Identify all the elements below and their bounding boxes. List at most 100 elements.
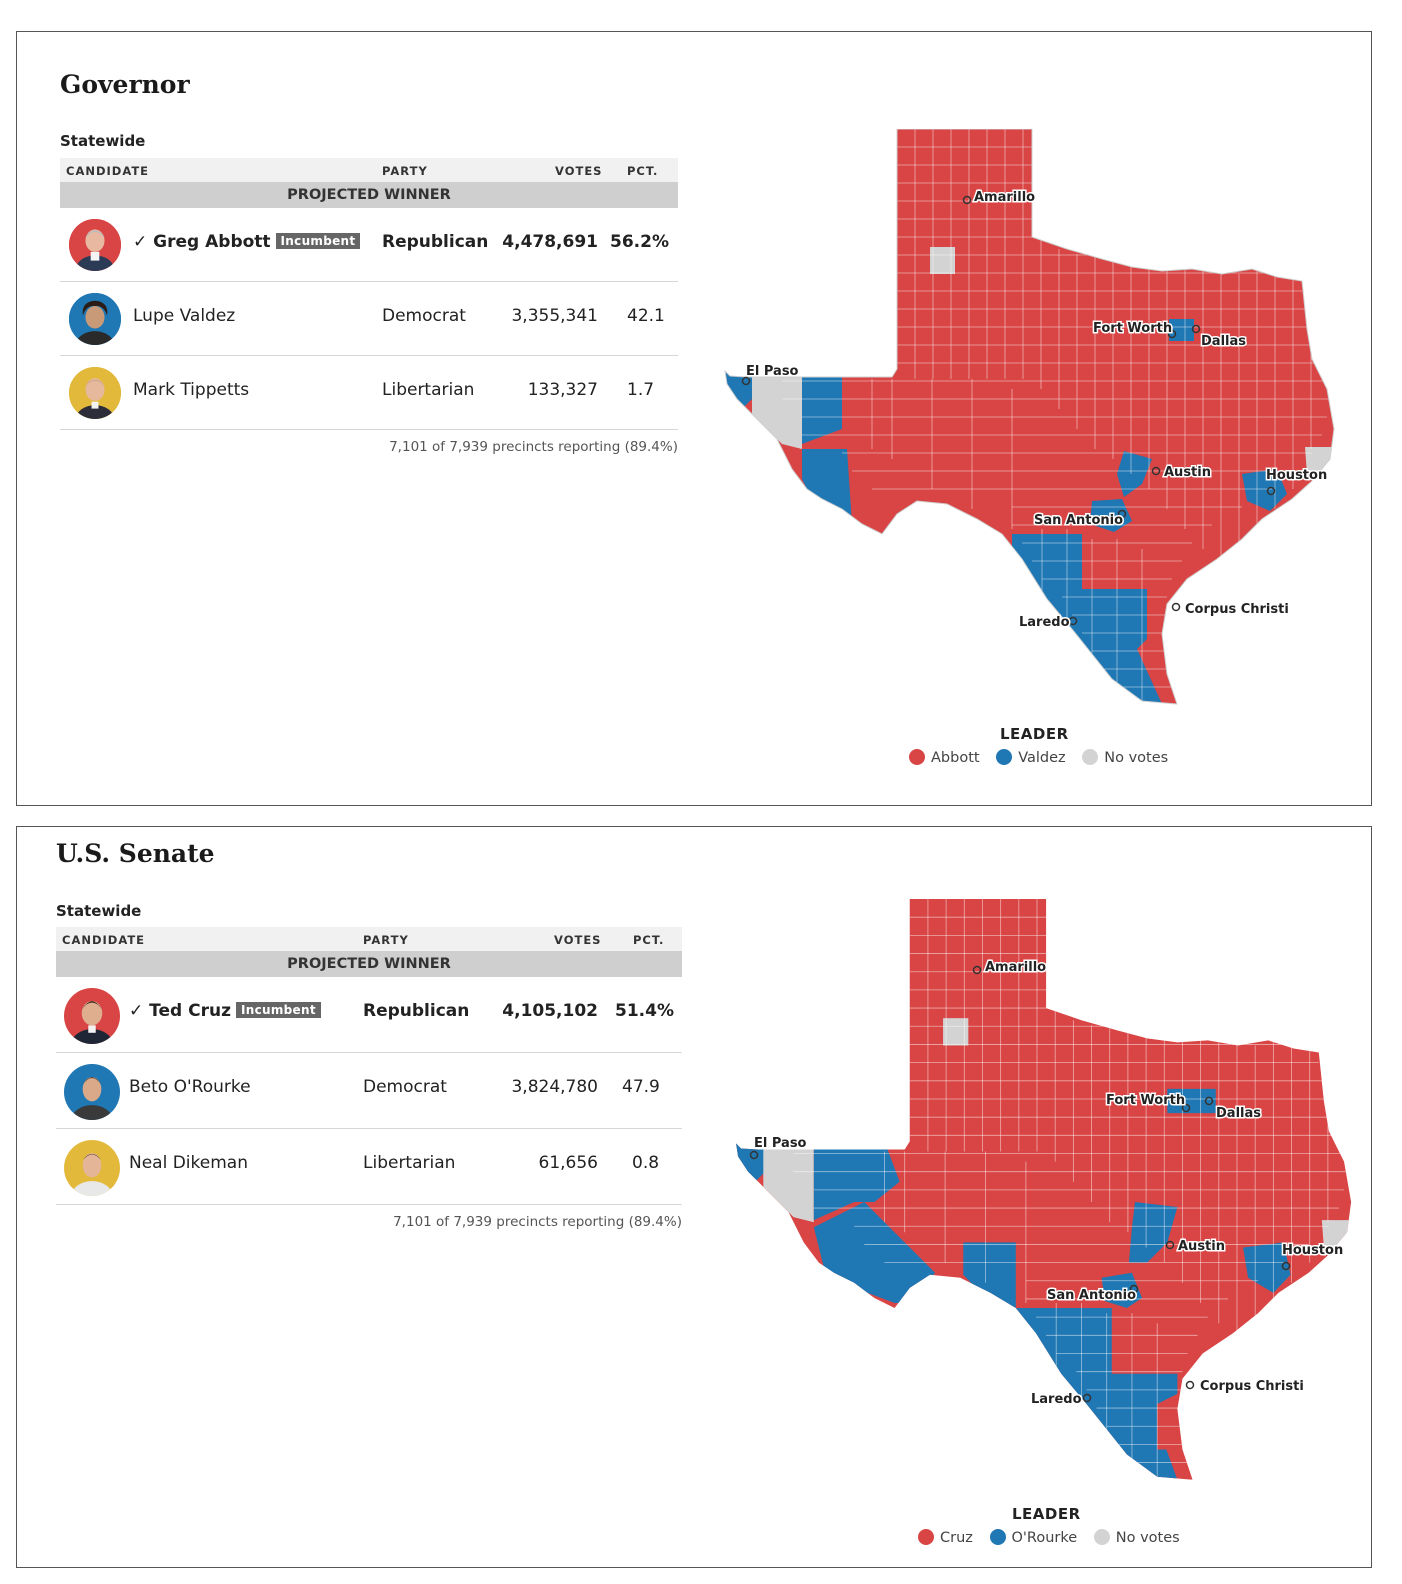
person-photo-icon bbox=[69, 219, 121, 271]
legend-item: Valdez bbox=[996, 749, 1066, 766]
candidate-party: Libertarian bbox=[363, 1153, 456, 1173]
candidate-party: Democrat bbox=[382, 306, 466, 326]
candidate-pct: 51.4% bbox=[615, 1001, 674, 1021]
header-candidate: CANDIDATE bbox=[66, 164, 150, 178]
projected-winner-bar: PROJECTED WINNER bbox=[56, 951, 682, 977]
candidate-row[interactable]: Mark Tippetts Libertarian 133,327 1.7 bbox=[60, 356, 678, 430]
county-map: Amarillo Fort Worth Dallas El Paso Austi… bbox=[724, 129, 1335, 705]
results-table: CANDIDATE PARTY VOTES PCT. PROJECTED WIN… bbox=[56, 927, 682, 1230]
city-marker bbox=[1167, 329, 1177, 339]
legend-item: O'Rourke bbox=[989, 1529, 1077, 1546]
header-pct: PCT. bbox=[627, 164, 659, 178]
city-label-amarillo: Amarillo bbox=[985, 960, 1046, 975]
city-label-corpus-christi: Corpus Christi bbox=[1200, 1379, 1304, 1394]
legend-swatch bbox=[1082, 749, 1099, 765]
candidate-party: Democrat bbox=[363, 1077, 447, 1097]
county-region-democrat bbox=[802, 449, 852, 524]
legend-swatch bbox=[909, 749, 925, 765]
candidate-pct: 0.8 bbox=[632, 1153, 660, 1173]
city-marker bbox=[1266, 486, 1276, 496]
candidate-avatar bbox=[61, 1061, 123, 1123]
candidate-pct: 56.2% bbox=[610, 232, 669, 252]
city-label-laredo: Laredo bbox=[1031, 1392, 1082, 1407]
county-region-democrat bbox=[1012, 534, 1162, 704]
precincts-reporting: 7,101 of 7,939 precincts reporting (89.4… bbox=[393, 1214, 682, 1230]
city-label-dallas: Dallas bbox=[1216, 1106, 1261, 1121]
legend-item: Cruz bbox=[918, 1529, 973, 1546]
county-region-democrat bbox=[1128, 1202, 1178, 1263]
county-map: Amarillo Fort Worth Dallas El Paso Austi… bbox=[736, 899, 1352, 1480]
projected-winner-bar: PROJECTED WINNER bbox=[60, 182, 678, 208]
city-marker bbox=[1191, 324, 1201, 334]
incumbent-badge: Incumbent bbox=[275, 233, 361, 249]
candidate-row[interactable]: Neal Dikeman Libertarian 61,656 0.8 bbox=[56, 1129, 682, 1205]
city-label-fort-worth: Fort Worth bbox=[1106, 1093, 1185, 1108]
candidate-party: Libertarian bbox=[382, 380, 475, 400]
candidate-row[interactable]: ✓ Greg Abbott Incumbent Republican 4,478,… bbox=[60, 208, 678, 282]
candidate-avatar bbox=[66, 290, 124, 348]
county-region-democrat bbox=[1242, 469, 1287, 511]
candidate-avatar bbox=[61, 1137, 123, 1199]
city-marker bbox=[749, 1150, 759, 1160]
city-marker bbox=[1171, 602, 1181, 612]
candidate-row[interactable]: ✓ Ted Cruz Incumbent Republican 4,105,102… bbox=[56, 977, 682, 1053]
city-label-laredo: Laredo bbox=[1019, 615, 1070, 630]
city-label-austin: Austin bbox=[1164, 465, 1211, 480]
candidate-name: ✓ Ted Cruz Incumbent bbox=[129, 1001, 321, 1021]
candidate-avatar bbox=[66, 364, 124, 422]
legend-swatch bbox=[918, 1529, 934, 1545]
county-region-novotes bbox=[763, 1141, 814, 1223]
map-legend: Cruz O'Rourke No votes bbox=[918, 1529, 1192, 1546]
city-marker bbox=[1181, 1103, 1191, 1113]
person-photo-icon bbox=[64, 1064, 120, 1120]
city-marker bbox=[1204, 1096, 1214, 1106]
candidate-votes: 4,478,691 bbox=[502, 232, 598, 252]
county-borders bbox=[793, 899, 1350, 1480]
city-marker bbox=[1117, 509, 1127, 519]
legend-item: No votes bbox=[1093, 1529, 1180, 1546]
candidate-avatar bbox=[61, 985, 123, 1047]
table-header: CANDIDATE PARTY VOTES PCT. bbox=[56, 927, 682, 951]
precincts-reporting: 7,101 of 7,939 precincts reporting (89.4… bbox=[389, 439, 678, 455]
candidate-party: Republican bbox=[363, 1001, 470, 1021]
candidate-name: Beto O'Rourke bbox=[129, 1077, 251, 1097]
legend-swatch bbox=[989, 1529, 1006, 1545]
governor-panel: Governor Statewide CANDIDATE PARTY VOTES… bbox=[16, 31, 1372, 806]
scope-label: Statewide bbox=[56, 902, 142, 920]
city-marker bbox=[1082, 1393, 1092, 1403]
county-borders bbox=[782, 129, 1332, 704]
county-region-republican bbox=[1157, 1424, 1178, 1450]
candidate-pct: 42.1 bbox=[627, 306, 665, 326]
candidate-name: Lupe Valdez bbox=[133, 306, 236, 326]
candidate-avatar bbox=[66, 216, 124, 274]
city-label-el-paso: El Paso bbox=[754, 1136, 807, 1151]
city-marker bbox=[972, 965, 982, 975]
person-photo-icon bbox=[64, 1140, 120, 1196]
scope-label: Statewide bbox=[60, 132, 146, 150]
candidate-row[interactable]: Lupe Valdez Democrat 3,355,341 42.1 bbox=[60, 282, 678, 356]
header-votes: VOTES bbox=[555, 164, 603, 178]
legend-item: No votes bbox=[1082, 749, 1168, 766]
race-title: Governor bbox=[60, 70, 190, 99]
city-label-dallas: Dallas bbox=[1201, 334, 1246, 349]
city-marker bbox=[1068, 616, 1078, 626]
city-label-el-paso: El Paso bbox=[746, 364, 799, 379]
city-marker bbox=[962, 195, 972, 205]
county-region-democrat bbox=[963, 1242, 1016, 1309]
race-title: U.S. Senate bbox=[56, 839, 215, 868]
incumbent-badge: Incumbent bbox=[235, 1002, 321, 1018]
city-label-san-antonio: San Antonio bbox=[1047, 1288, 1136, 1303]
candidate-party: Republican bbox=[382, 232, 489, 252]
city-marker bbox=[741, 376, 751, 386]
candidate-name: ✓ Greg Abbott Incumbent bbox=[133, 232, 361, 252]
city-marker bbox=[1281, 1261, 1291, 1271]
county-region-democrat bbox=[802, 369, 842, 444]
candidate-row[interactable]: Beto O'Rourke Democrat 3,824,780 47.9 bbox=[56, 1053, 682, 1129]
header-party: PARTY bbox=[363, 933, 409, 947]
city-label-houston: Houston bbox=[1282, 1243, 1343, 1258]
senate-panel: U.S. Senate Statewide CANDIDATE PARTY VO… bbox=[16, 826, 1372, 1568]
city-label-austin: Austin bbox=[1178, 1239, 1225, 1254]
city-label-corpus-christi: Corpus Christi bbox=[1185, 602, 1289, 617]
candidate-votes: 3,824,780 bbox=[511, 1077, 598, 1097]
candidate-votes: 3,355,341 bbox=[511, 306, 598, 326]
